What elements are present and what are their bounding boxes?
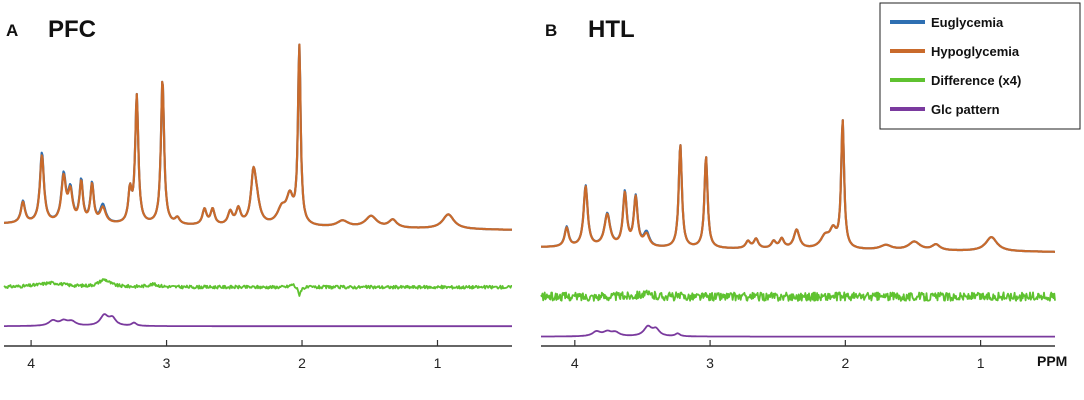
legend-label-glc-pattern: Glc pattern bbox=[931, 102, 1000, 117]
legend-label-euglycemia: Euglycemia bbox=[931, 15, 1004, 30]
panel-b-tick-label-4: 4 bbox=[571, 355, 579, 371]
panel-a-glc-pattern-line bbox=[3, 313, 513, 328]
panel-a-tick-label-3: 3 bbox=[163, 355, 171, 371]
legend-entry-difference: Difference (x4) bbox=[890, 73, 1021, 88]
panel-a-difference-line bbox=[3, 278, 513, 297]
panel-a-euglycemia-line bbox=[3, 43, 513, 231]
legend-label-hypoglycemia: Hypoglycemia bbox=[931, 44, 1020, 59]
panel-b-title: HTL bbox=[588, 16, 635, 43]
legend-label-difference: Difference (x4) bbox=[931, 73, 1021, 88]
panel-a-letter: A bbox=[6, 21, 18, 40]
legend: Euglycemia Hypoglycemia Difference (x4) … bbox=[879, 2, 1081, 130]
panel-a: A PFC 4 3 2 1 bbox=[3, 16, 513, 371]
panel-b-tick-label-3: 3 bbox=[706, 355, 714, 371]
legend-entry-glc-pattern: Glc pattern bbox=[890, 102, 1000, 117]
panel-a-plot bbox=[3, 43, 513, 328]
panel-a-x-axis: 4 3 2 1 bbox=[4, 340, 512, 371]
legend-entry-hypoglycemia: Hypoglycemia bbox=[890, 44, 1020, 59]
panel-a-tick-label-4: 4 bbox=[27, 355, 35, 371]
panel-a-title: PFC bbox=[48, 16, 96, 43]
panel-b-glc-pattern-line bbox=[540, 324, 1056, 338]
panel-b-letter: B bbox=[545, 21, 557, 40]
panel-b-plot bbox=[540, 119, 1056, 338]
panel-a-tick-label-1: 1 bbox=[434, 355, 442, 371]
panel-b-hypoglycemia-line bbox=[540, 119, 1056, 253]
panel-b-tick-label-2: 2 bbox=[841, 355, 849, 371]
panel-b-difference-line bbox=[540, 289, 1056, 302]
panel-b-x-axis-unit: PPM bbox=[1037, 353, 1067, 369]
panel-b: B HTL 4 3 2 1 PPM bbox=[540, 16, 1067, 371]
panel-b-x-axis: 4 3 2 1 bbox=[541, 340, 1055, 371]
panel-a-hypoglycemia-line bbox=[3, 43, 513, 231]
panel-b-tick-label-1: 1 bbox=[977, 355, 985, 371]
legend-entry-euglycemia: Euglycemia bbox=[890, 15, 1004, 30]
panel-a-tick-label-2: 2 bbox=[298, 355, 306, 371]
